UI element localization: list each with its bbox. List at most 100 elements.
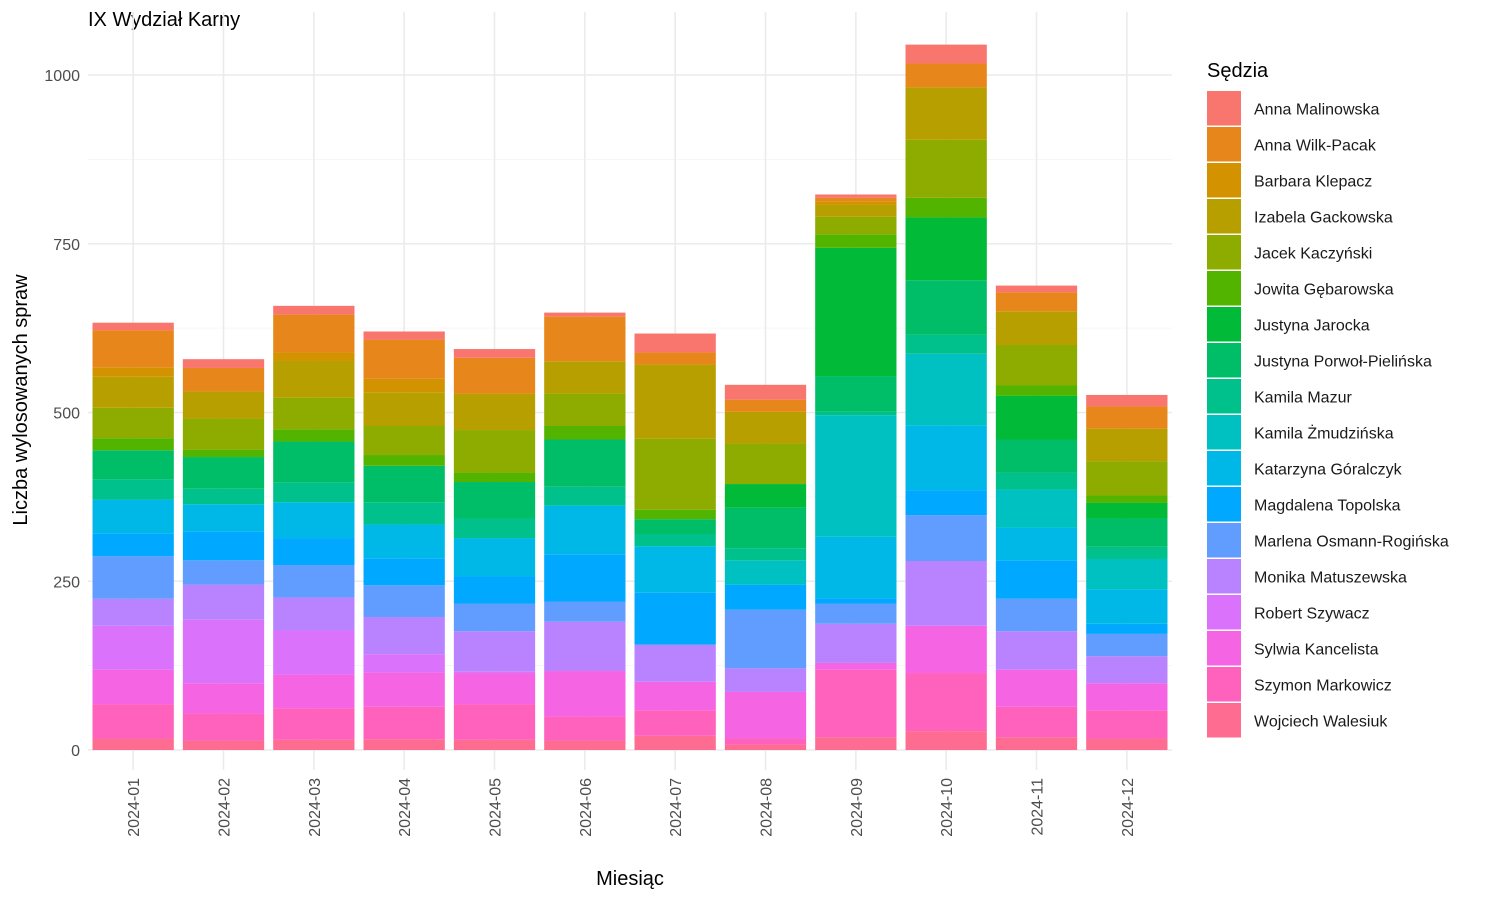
legend-key (1207, 667, 1241, 702)
bar-segment (815, 411, 897, 416)
bar-segment (724, 584, 807, 610)
bar-segment (544, 505, 626, 555)
bar-segment (92, 738, 174, 750)
y-tick-label: 250 (53, 574, 80, 591)
bar-segment (905, 673, 987, 732)
y-axis-ticks: 0 250 500 750 1000 (44, 68, 80, 760)
bar-segment (544, 316, 626, 362)
bar-segment (905, 87, 987, 140)
x-tick-label: 2024-12 (1120, 778, 1137, 837)
bar-segment (634, 735, 716, 750)
bar-segment (453, 671, 536, 674)
bar-segment (634, 592, 716, 645)
bar-segment (1086, 710, 1168, 739)
bar-segment (182, 531, 265, 561)
bar-segment (1086, 518, 1168, 547)
legend-label: Izabela Gackowska (1254, 209, 1393, 226)
bar-segment (544, 486, 626, 506)
bar-segment (634, 546, 716, 593)
bar-segment (453, 603, 536, 632)
bar-segment (453, 472, 536, 483)
bar-segment (724, 484, 807, 508)
x-tick-label: 2024-08 (759, 778, 776, 837)
bar-segment (182, 683, 265, 714)
bar-segment (363, 331, 445, 340)
x-tick-label: 2024-04 (397, 778, 414, 837)
legend-label: Marlena Osmann-Rogińska (1254, 533, 1449, 550)
bar-segment (815, 216, 897, 235)
bar-segment (634, 509, 716, 520)
bar-segment (92, 407, 174, 439)
bar-segment (182, 367, 265, 392)
legend-key (1207, 595, 1241, 630)
bar-segment (273, 739, 355, 750)
bar-segment (92, 367, 174, 377)
bar-segment (905, 425, 987, 491)
legend-label: Jacek Kaczyński (1254, 245, 1372, 262)
x-axis-title: Miesiąc (596, 868, 664, 890)
chart-title: IX Wydział Karny (88, 9, 240, 31)
bar-segment (724, 744, 807, 750)
legend-label: Katarzyna Góralczyk (1254, 461, 1403, 478)
bar-segment (453, 673, 536, 705)
bar-segment (995, 669, 1078, 707)
bar-segment (1086, 461, 1168, 496)
bar-segment (724, 691, 807, 739)
bar-segment (363, 378, 445, 393)
legend-key (1207, 271, 1241, 306)
bar-segment (363, 465, 445, 503)
bar-segment (92, 533, 174, 557)
bar-segment (995, 285, 1078, 293)
bar-segment (92, 376, 174, 408)
bar-segment (815, 623, 897, 663)
bar-segment (1086, 623, 1168, 634)
bar-segment (544, 671, 626, 717)
bar-segment (724, 443, 807, 485)
legend-key (1207, 163, 1241, 198)
bar-segment (815, 669, 897, 738)
bars (92, 44, 1168, 750)
bar-segment (363, 585, 445, 618)
bar-segment (634, 534, 716, 547)
bar-segment (905, 490, 987, 516)
bar-segment (453, 538, 536, 577)
bar-segment (273, 305, 355, 315)
bar-segment (815, 737, 897, 750)
x-tick-label: 2024-01 (126, 778, 143, 837)
bar-segment (1086, 495, 1168, 503)
legend-key (1207, 487, 1241, 522)
bar-segment (544, 740, 626, 750)
legend-label: Anna Wilk-Pacak (1254, 137, 1377, 154)
bar-segment (363, 426, 445, 456)
bar-segment (815, 536, 897, 599)
bar-segment (815, 197, 897, 202)
legend-key (1207, 379, 1241, 414)
bar-segment (544, 439, 626, 487)
bar-segment (453, 518, 536, 539)
bar-segment (634, 710, 716, 736)
bar-segment (815, 204, 897, 217)
legend-title: Sędzia (1207, 60, 1269, 82)
x-tick-label: 2024-06 (578, 778, 595, 837)
bar-segment (1086, 502, 1168, 519)
bar-segment (92, 438, 174, 451)
bar-segment (92, 330, 174, 368)
bar-segment (815, 194, 897, 198)
bar-segment (273, 538, 355, 566)
bar-segment (1086, 633, 1168, 657)
bar-segment (634, 333, 716, 353)
bar-segment (905, 197, 987, 218)
legend-label: Sylwia Kancelista (1254, 641, 1379, 658)
bar-segment (634, 438, 716, 510)
bar-segment (182, 488, 265, 505)
bar-segment (273, 708, 355, 740)
bar-segment (273, 565, 355, 598)
bar-segment (815, 603, 897, 624)
bar-segment (724, 738, 807, 745)
y-axis-title: Liczba wylosowanych spraw (10, 274, 32, 526)
bar-segment (182, 619, 265, 684)
bar-segment (1086, 683, 1168, 711)
bar-segment (182, 359, 265, 368)
bar-segment (363, 672, 445, 707)
bar-segment (905, 561, 987, 626)
